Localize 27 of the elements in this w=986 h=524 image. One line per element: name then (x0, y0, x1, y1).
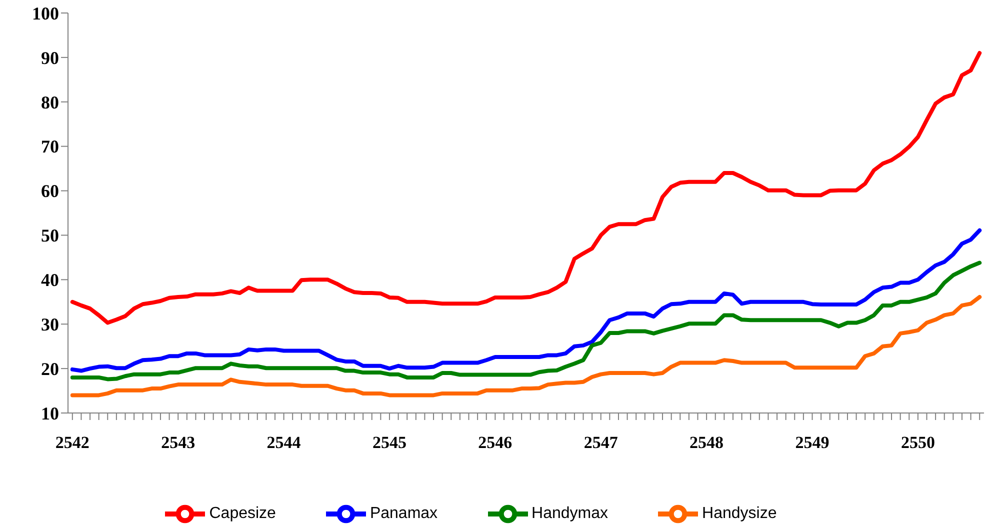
y-tick-label: 90 (41, 48, 59, 68)
y-tick-label: 50 (41, 226, 59, 246)
x-tick-label: 2548 (690, 433, 724, 452)
legend-label: Handysize (702, 505, 777, 522)
x-tick-label: 2549 (795, 433, 830, 452)
line-series (70, 260, 982, 382)
y-tick-label: 70 (41, 136, 59, 157)
y-tick-label: 100 (32, 3, 59, 24)
y-tick-label: 60 (41, 181, 59, 202)
y-tick-label: 20 (41, 358, 59, 379)
legend-label: Panamax (370, 505, 438, 522)
x-tick-label: 2545 (372, 433, 406, 452)
line-series (70, 51, 982, 325)
x-tick-label: 2542 (55, 433, 90, 452)
y-tick-label: 80 (41, 92, 59, 112)
y-tick-label: 10 (41, 403, 59, 424)
line-series (70, 228, 982, 373)
x-tick-label: 2544 (266, 433, 302, 452)
y-tick-label: 40 (41, 270, 59, 290)
y-tick-label: 30 (41, 314, 59, 334)
x-tick-label: 2550 (900, 433, 935, 452)
x-tick-label: 2547 (584, 433, 618, 452)
x-tick-label: 2543 (161, 433, 196, 452)
legend-label: Handymax (532, 505, 608, 522)
legend-label: Capesize (209, 505, 276, 522)
x-tick-label: 2546 (478, 433, 512, 452)
line-series (70, 295, 982, 398)
